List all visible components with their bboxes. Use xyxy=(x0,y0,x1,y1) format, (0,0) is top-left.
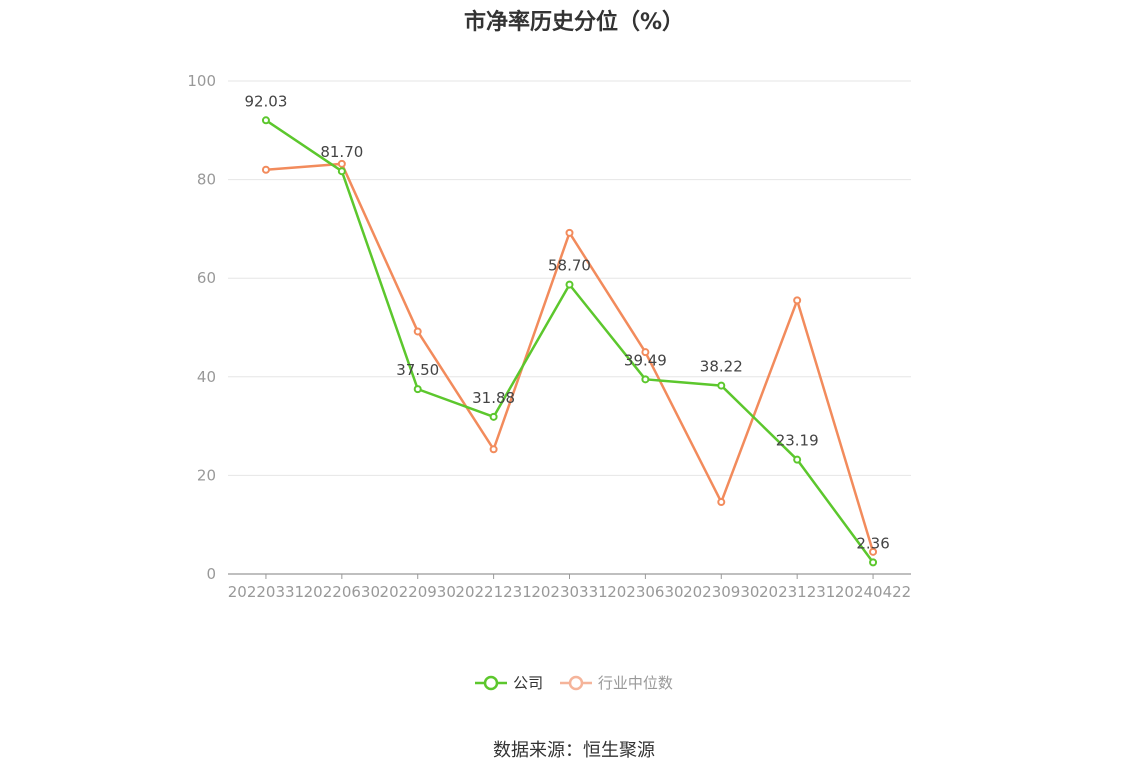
data-point-industry xyxy=(337,159,346,168)
data-label-company: 81.70 xyxy=(320,143,363,161)
legend-swatch-industry-circle xyxy=(568,675,584,690)
data-point-company xyxy=(717,381,726,390)
data-label-company: 39.49 xyxy=(624,351,667,369)
legend-label-company: 公司 xyxy=(513,674,544,692)
data-label-company: 31.88 xyxy=(472,389,515,407)
x-tick-label: 20230630 xyxy=(607,583,683,601)
legend-swatch-industry xyxy=(559,675,592,690)
x-tick-label: 20231231 xyxy=(759,583,835,601)
data-label-company: 92.03 xyxy=(244,92,287,110)
data-point-company xyxy=(261,116,270,125)
data-label-company: 23.19 xyxy=(776,432,819,450)
y-tick-label: 0 xyxy=(206,565,216,583)
x-tick-label: 20220630 xyxy=(304,583,380,601)
data-label-company: 58.70 xyxy=(548,257,591,275)
series-line-industry xyxy=(265,162,875,553)
legend-label-industry: 行业中位数 xyxy=(597,674,673,692)
data-point-industry xyxy=(261,165,270,174)
data-label-company: 37.50 xyxy=(396,361,439,379)
y-tick-label: 40 xyxy=(197,368,216,386)
data-point-industry xyxy=(641,348,650,357)
data-label-company: 2.36 xyxy=(856,534,889,552)
data-point-company xyxy=(869,558,878,567)
data-point-industry xyxy=(413,327,422,336)
data-point-industry xyxy=(793,296,802,305)
data-point-company xyxy=(565,280,574,289)
data-point-industry xyxy=(869,547,878,556)
legend-swatch-company-circle xyxy=(483,675,499,690)
chart-title: 市净率历史分位（%） xyxy=(463,10,685,35)
x-tick-label: 20240422 xyxy=(835,583,911,601)
x-tick-label: 20220930 xyxy=(380,583,456,601)
data-point-company xyxy=(413,385,422,394)
y-tick-label: 60 xyxy=(197,269,216,287)
y-tick-label: 80 xyxy=(197,171,216,189)
data-point-industry xyxy=(717,498,726,507)
x-tick-label: 20230331 xyxy=(531,583,607,601)
x-tick-label: 20220331 xyxy=(228,583,304,601)
data-point-company xyxy=(337,167,346,176)
legend-item-company[interactable]: 公司 xyxy=(475,672,543,693)
data-point-industry xyxy=(565,228,574,237)
x-axis: 20220331 20220630 20220930 20221231 20230331… xyxy=(228,573,911,601)
y-axis: 0 20 40 60 80 100 xyxy=(187,72,216,583)
data-point-company xyxy=(793,455,802,464)
x-tick-label: 20221231 xyxy=(455,583,531,601)
grid-lines xyxy=(228,80,911,476)
y-tick-label: 20 xyxy=(197,466,216,484)
series-layer xyxy=(261,116,878,567)
data-point-company xyxy=(489,412,498,421)
x-tick-label: 20230930 xyxy=(683,583,759,601)
legend-swatch-company xyxy=(475,675,508,690)
legend-item-industry[interactable]: 行业中位数 xyxy=(559,672,673,693)
legend: 公司 行业中位数 xyxy=(0,672,1148,695)
source-note: 数据来源：恒生聚源 xyxy=(493,740,655,761)
data-point-company xyxy=(641,375,650,384)
data-label-company: 38.22 xyxy=(700,358,743,376)
data-point-industry xyxy=(489,445,498,454)
data-labels: 92.03 81.70 37.50 31.88 58.70 39.49 38.22 23.19… xyxy=(244,92,889,552)
y-tick-label: 100 xyxy=(187,72,216,90)
